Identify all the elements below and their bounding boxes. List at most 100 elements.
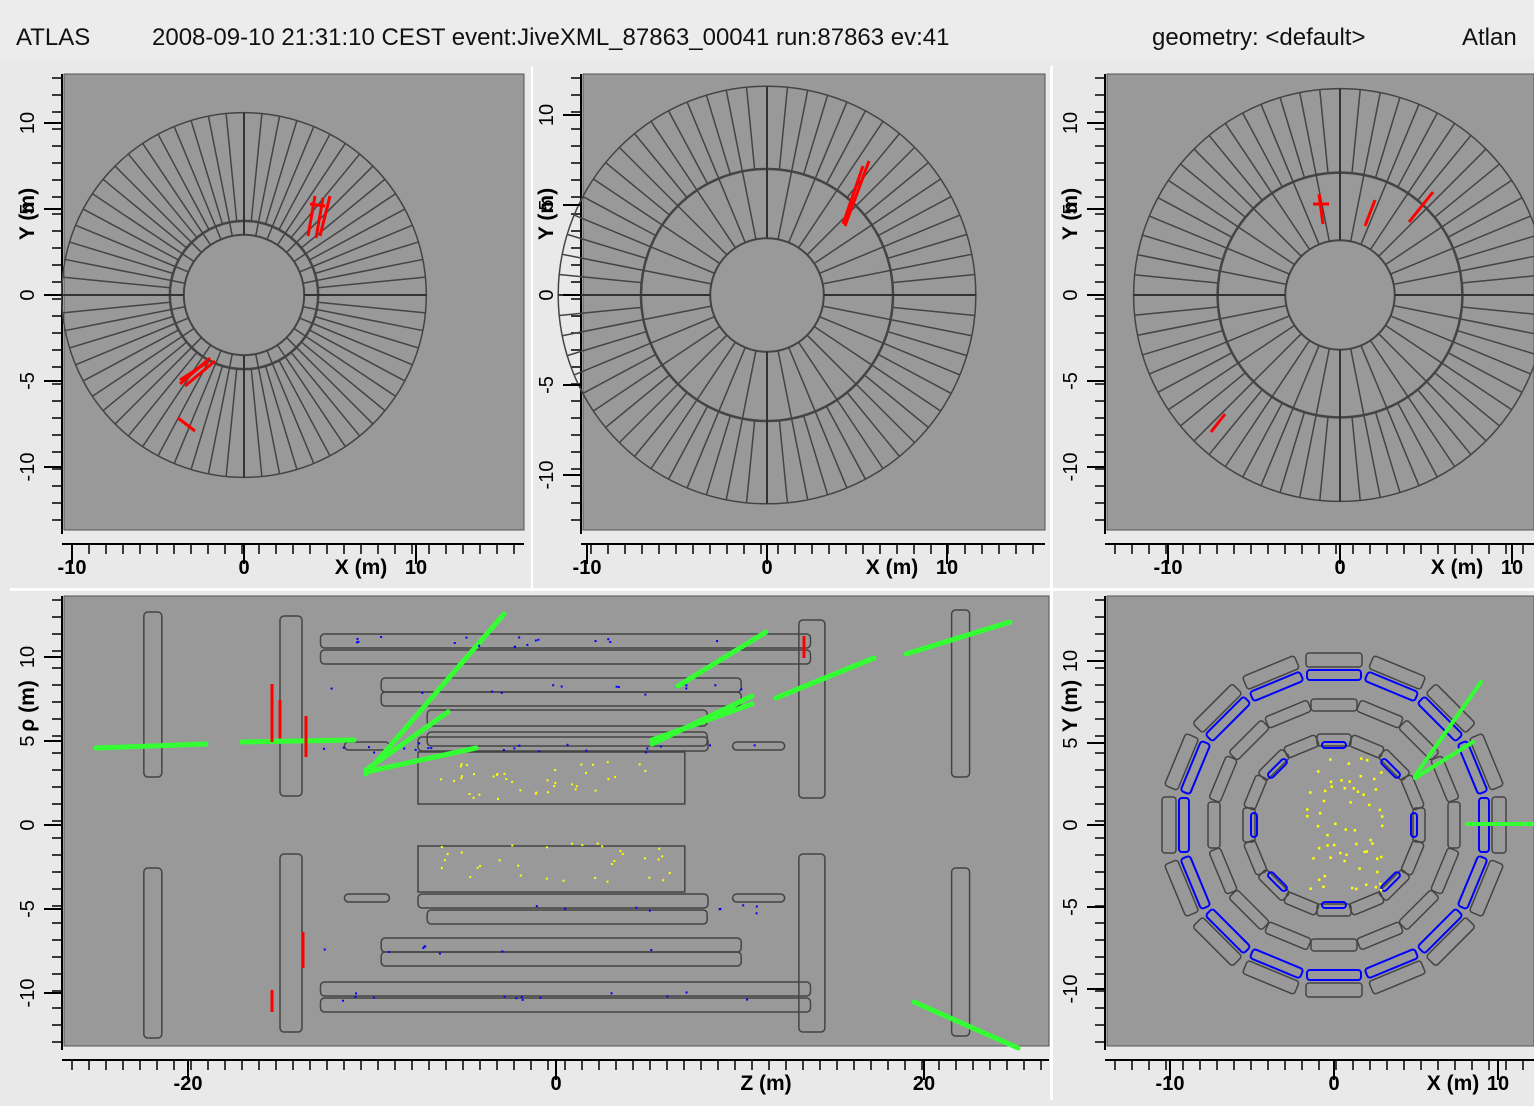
- hit: [496, 773, 499, 776]
- outer-sector-line: [1351, 89, 1361, 174]
- outer-sector-line: [1298, 414, 1317, 498]
- event-info: 2008-09-10 21:31:10 CEST event:JiveXML_8…: [152, 24, 950, 51]
- track: [903, 619, 1013, 657]
- hit: [505, 778, 508, 781]
- hit: [513, 747, 516, 750]
- hits-yellow: [440, 761, 671, 883]
- outer-sector-line: [1374, 411, 1401, 493]
- outer-sector-line: [745, 420, 756, 503]
- muon-chamber: [1305, 982, 1363, 998]
- y-axis-label: Y (m): [1059, 188, 1082, 240]
- outer-sector-line: [814, 101, 848, 179]
- hit: [1318, 812, 1322, 815]
- inner-sector-line: [1252, 333, 1302, 383]
- x-axis-label: X (m): [1427, 1072, 1480, 1095]
- inner-sector-line: [175, 265, 189, 273]
- outer-sector-line: [1179, 163, 1246, 218]
- muon-chamber: [1161, 796, 1177, 854]
- hit: [617, 686, 620, 689]
- outer-sector-line: [1224, 396, 1273, 468]
- hit: [501, 950, 504, 953]
- outer-sector-line: [62, 276, 171, 289]
- barrel-detector: [1161, 652, 1507, 998]
- muon-chamber: [1426, 684, 1475, 733]
- hit: [1309, 887, 1312, 890]
- outer-sector-line: [290, 153, 361, 239]
- y-tick-label: 0: [536, 289, 558, 300]
- outer-sector-line: [1441, 179, 1513, 228]
- muon-chamber: [1305, 652, 1363, 668]
- hit: [635, 906, 638, 909]
- hit: [1340, 779, 1343, 782]
- hit: [1363, 850, 1366, 854]
- muon-chamber: [1306, 969, 1362, 981]
- hit: [519, 789, 522, 792]
- inner-sector-line: [1252, 207, 1302, 257]
- panel-top-middle[interactable]: 10 5 0 -5 -10 -10 0 10 Y (m) X (m): [533, 66, 1048, 586]
- muon-segment: [1407, 191, 1435, 223]
- muon-chamber: [1193, 917, 1242, 966]
- outer-sector-line: [257, 116, 281, 223]
- outer-sector-line: [1134, 274, 1219, 284]
- detector-chamber: [417, 736, 709, 752]
- inner-sector-line: [718, 347, 746, 412]
- hit: [460, 763, 463, 766]
- hit: [355, 641, 358, 644]
- inner-sector-line: [255, 222, 260, 237]
- inner-sector-line: [650, 246, 715, 274]
- panel-bottom-right[interactable]: 10 5 0 -5 -10 -10 0 10 Y (m) X (m): [1055, 592, 1534, 1100]
- hit: [746, 998, 749, 1001]
- hit: [1334, 822, 1337, 826]
- hit: [355, 992, 358, 995]
- x-axis-label: Z (m): [740, 1072, 791, 1095]
- outer-sector-line: [173, 363, 217, 464]
- inner-sector-line: [788, 178, 816, 243]
- outer-sector-line: [1208, 389, 1263, 456]
- hit: [518, 744, 521, 747]
- panel-top-left[interactable]: 10 5 0 -5 -10 -10 0 10 Y (m) X (m): [10, 66, 530, 586]
- panel-bottom-left[interactable]: 10 5 0 -5 -10 -20 0 20 ρ (m) Z (m): [10, 592, 1050, 1100]
- hit: [430, 747, 433, 750]
- outer-sector-line: [1417, 134, 1472, 201]
- hit: [1344, 828, 1347, 831]
- hit: [661, 855, 664, 858]
- hit: [1374, 885, 1378, 889]
- hit: [427, 747, 430, 750]
- muon-chamber: [1457, 740, 1488, 795]
- track: [649, 701, 755, 743]
- y-axis-label: Y (m): [16, 188, 39, 240]
- outer-sector-line: [114, 346, 193, 425]
- outer-sector-line: [1137, 318, 1221, 337]
- outer-sector-line: [1447, 352, 1523, 393]
- outer-sector-line: [877, 353, 952, 395]
- outer-sector-line: [605, 374, 671, 429]
- outer-sector-line: [1407, 396, 1456, 468]
- hit: [566, 743, 569, 746]
- outer-sector-line: [559, 306, 642, 317]
- inner-sector-line: [777, 350, 793, 419]
- outer-sector-line: [618, 383, 679, 444]
- inner-sector-line: [696, 189, 737, 249]
- outer-sector-line: [1363, 414, 1382, 498]
- hit: [517, 864, 520, 867]
- outer-sector-line: [317, 276, 426, 289]
- panel-top-right[interactable]: 10 5 0 -5 -10 -10 0 10 Y (m) X (m): [1053, 66, 1534, 586]
- hit: [1306, 814, 1309, 818]
- outer-sector-line: [62, 301, 171, 314]
- muon-chamber: [1457, 855, 1488, 910]
- inner-sector-line: [797, 341, 838, 401]
- plot-area: [63, 595, 1050, 1047]
- hit: [1359, 757, 1363, 760]
- outer-sector-line: [725, 418, 744, 500]
- hit: [753, 744, 756, 747]
- hit: [560, 685, 563, 688]
- muon-chamber: [1267, 758, 1288, 779]
- track: [911, 999, 1021, 1051]
- outer-sector-line: [890, 318, 972, 337]
- hit: [1312, 857, 1315, 860]
- detector-chamber: [417, 893, 709, 909]
- muon-chamber: [1430, 755, 1460, 803]
- hit: [1305, 808, 1309, 811]
- tick-labels: 10 5 0 -5 -10 -10 0 10: [1060, 112, 1523, 579]
- muon-hits: [270, 636, 806, 1012]
